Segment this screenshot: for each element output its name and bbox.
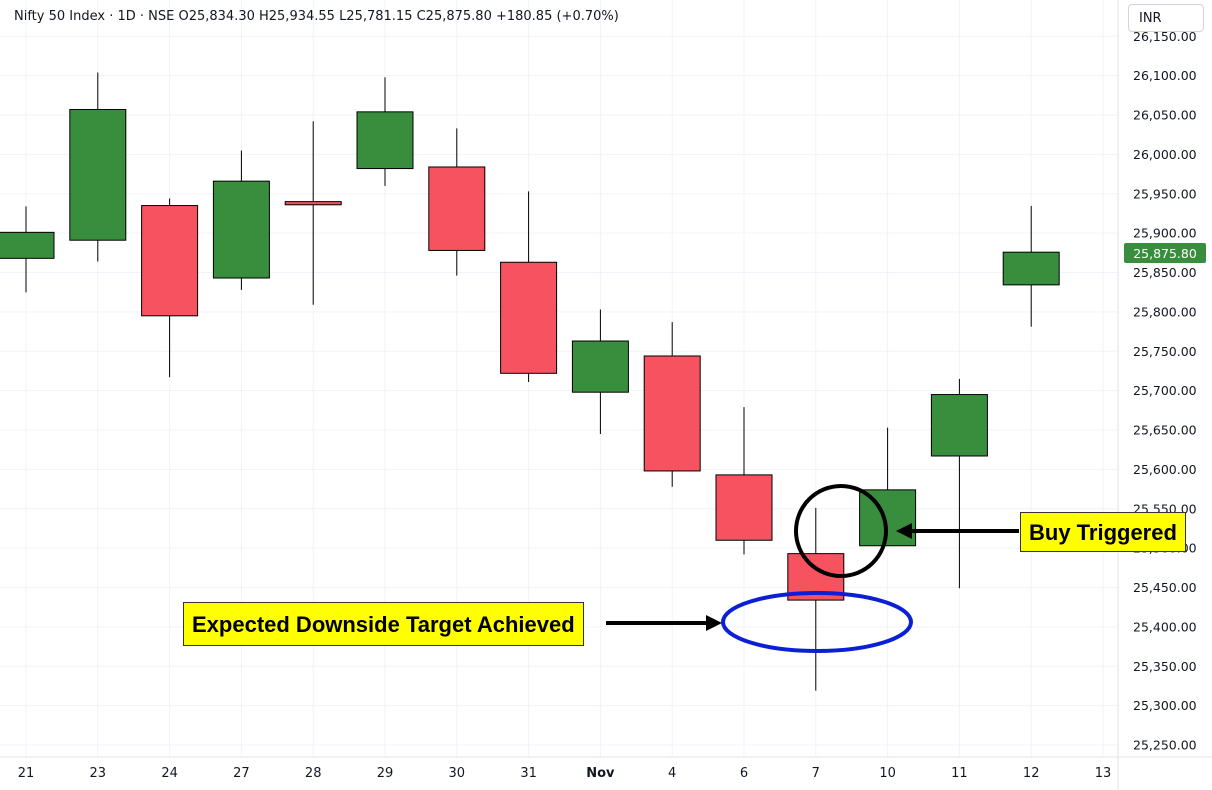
- y-tick-label: 25,400.00: [1133, 619, 1197, 634]
- candle-body: [428, 166, 486, 251]
- price-axis: 25,250.00 25,300.00 25,350.00 25,400.00 25,4…: [1117, 0, 1197, 790]
- x-tick-label: 24: [161, 766, 178, 781]
- candle-body: [500, 261, 558, 374]
- y-tick-label: 25,350.00: [1133, 659, 1197, 674]
- downside-target-ellipse: [721, 591, 913, 653]
- candles: [0, 72, 1060, 691]
- y-tick-label: 26,100.00: [1133, 68, 1197, 83]
- annotations: [606, 484, 1019, 653]
- last-price-text: 25,875.80: [1133, 246, 1197, 261]
- candle-body: [212, 180, 270, 279]
- candle-body: [643, 355, 701, 472]
- buy-triggered-callout: Buy Triggered: [1020, 512, 1186, 552]
- candle: [141, 198, 199, 378]
- x-tick-label: 31: [520, 766, 537, 781]
- symbol-header: Nifty 50 Index · 1D · NSE O25,834.30 H25…: [14, 9, 619, 24]
- candle-body: [571, 340, 629, 393]
- y-tick-label: 25,650.00: [1133, 423, 1197, 438]
- x-tick-label: 6: [740, 766, 748, 781]
- candle-body: [1002, 251, 1060, 286]
- downside-arrow-head: [706, 615, 722, 631]
- x-tick-label: 11: [951, 766, 968, 781]
- candle-body: [930, 394, 988, 457]
- y-tick-label: 25,600.00: [1133, 462, 1197, 477]
- candle: [284, 121, 342, 305]
- buy-arrow-head: [896, 523, 912, 539]
- candle: [643, 322, 701, 487]
- last-price-tag: 25,875.80: [1124, 243, 1206, 263]
- candle: [428, 128, 486, 276]
- x-tick-label: 10: [879, 766, 896, 781]
- x-tick-label: 4: [668, 766, 676, 781]
- candle: [500, 191, 558, 382]
- candle: [1002, 205, 1060, 327]
- y-tick-label: 25,850.00: [1133, 265, 1197, 280]
- candle: [0, 206, 55, 293]
- y-tick-label: 25,250.00: [1133, 738, 1197, 753]
- y-tick-label: 25,800.00: [1133, 304, 1197, 319]
- candle: [356, 77, 414, 186]
- buy-trigger-circle: [794, 484, 888, 578]
- candle-body: [859, 489, 917, 547]
- candle-body: [715, 474, 773, 541]
- candle: [715, 407, 773, 555]
- y-tick-label: 25,450.00: [1133, 580, 1197, 595]
- y-tick-label: 26,150.00: [1133, 29, 1197, 44]
- x-tick-label: 30: [449, 766, 466, 781]
- x-tick-label: 27: [233, 766, 250, 781]
- candle-body: [356, 111, 414, 170]
- downside-target-callout: Expected Downside Target Achieved: [183, 602, 584, 646]
- x-tick-label: 23: [90, 766, 107, 781]
- candle-body: [284, 201, 342, 206]
- y-tick-label: 26,050.00: [1133, 108, 1197, 123]
- candle: [69, 72, 127, 262]
- currency-button[interactable]: INR: [1128, 4, 1204, 32]
- candle-body: [141, 205, 199, 317]
- y-tick-label: 25,700.00: [1133, 383, 1197, 398]
- y-tick-label: 25,900.00: [1133, 226, 1197, 241]
- y-tick-label: 25,750.00: [1133, 344, 1197, 359]
- candle: [212, 150, 270, 290]
- x-tick-label: Nov: [586, 766, 615, 781]
- x-tick-label: 13: [1095, 766, 1112, 781]
- x-tick-label: 28: [305, 766, 322, 781]
- y-tick-label: 25,950.00: [1133, 186, 1197, 201]
- time-axis: 21 23 24 27 28 29 30 31 Nov 4 6 7 10 11 12 13: [0, 756, 1212, 781]
- x-tick-label: 12: [1023, 766, 1040, 781]
- x-tick-label: 7: [812, 766, 820, 781]
- candle: [930, 378, 988, 589]
- x-tick-label: 21: [18, 766, 35, 781]
- candle-body: [69, 108, 127, 241]
- candle-body: [0, 231, 55, 259]
- y-tick-label: 25,300.00: [1133, 698, 1197, 713]
- candle: [571, 309, 629, 434]
- y-tick-label: 26,000.00: [1133, 147, 1197, 162]
- x-tick-label: 29: [377, 766, 394, 781]
